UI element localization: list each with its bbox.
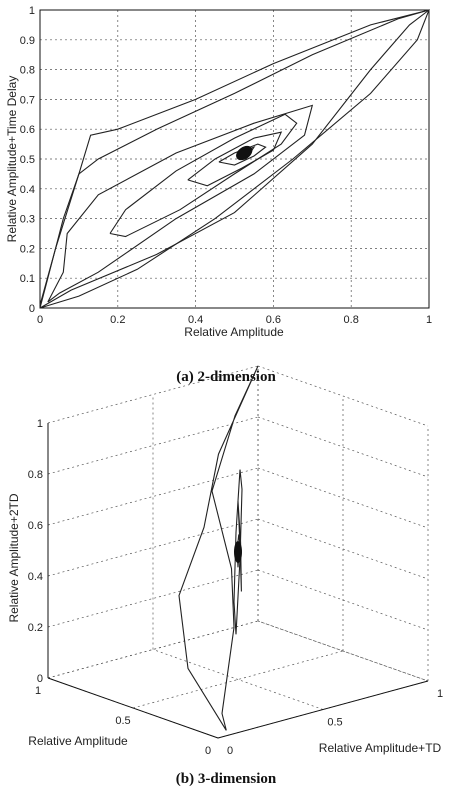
x-tick-label: 0.8: [344, 314, 359, 326]
caption-2d: (a) 2-dimension: [176, 369, 276, 385]
x-tick-label: 0: [205, 745, 211, 757]
x-tick-label: 0: [37, 314, 43, 326]
chart-2d: 0 0.2 0.4 0.6 0.8 1 0 0.1 0.2 0.3 0.4 0.5 0.6 0.7 0.8…: [5, 5, 432, 385]
z-tick-label: 0.8: [28, 469, 43, 481]
gridline-z-left-wall: [47, 518, 259, 577]
gridline-z-left-wall: [47, 569, 259, 628]
gridline-floor-x: [47, 620, 259, 679]
z-tick-label: 0.4: [28, 571, 43, 583]
series-line: [39, 9, 430, 309]
series-2d: [39, 9, 430, 309]
gridline-z-right-wall: [257, 467, 429, 529]
x-axis-label-2d: Relative Amplitude: [184, 325, 284, 339]
x-tick-label: 1: [35, 685, 41, 697]
z-tick-label: 0.2: [28, 622, 43, 634]
z-tick-label: 1: [37, 418, 43, 430]
series-line: [39, 9, 430, 306]
series-line: [218, 143, 267, 166]
gridline-z-left-wall: [47, 467, 259, 526]
series-3d: [178, 365, 259, 731]
attractor-core: [236, 145, 253, 161]
y-ticks-2d: 0 0.1 0.2 0.3 0.4 0.5 0.6 0.7 0.8 0.9 1: [20, 5, 35, 315]
z-axis-label-3d: Relative Amplitude+2TD: [7, 493, 21, 622]
y-tick-label: 0.6: [20, 124, 35, 136]
y-tick-label: 0.8: [20, 65, 35, 77]
series-line: [187, 131, 283, 187]
x-ticks-2d: 0 0.2 0.4 0.6 0.8 1: [37, 314, 432, 326]
y-tick-label: 0.5: [327, 717, 342, 729]
gridline-z-right-wall: [257, 416, 429, 478]
y-tick-label: 1: [29, 5, 35, 17]
series-line: [47, 104, 314, 303]
x-tick-label: 0.4: [188, 314, 203, 326]
y-axis-label-3d: Relative Amplitude+TD: [319, 741, 442, 755]
attractor-core-3d: [234, 541, 242, 563]
y-tick-label: 1: [437, 688, 443, 700]
x-tick-label: 0.6: [266, 314, 281, 326]
axis-y-edge: [217, 680, 429, 739]
axis-x-edge: [47, 677, 219, 739]
series-line: [109, 113, 298, 238]
y-tick-label: 0.5: [20, 154, 35, 166]
z-tick-label: 0.6: [28, 520, 43, 532]
y-tick-label: 0.7: [20, 94, 35, 106]
caption-3d: (b) 3-dimension: [176, 771, 277, 787]
gridline-z-left-wall: [47, 365, 259, 424]
plot-frame-2d: [39, 9, 430, 309]
y-tick-label: 0: [227, 745, 233, 757]
grid-3d: [47, 365, 429, 739]
gridline-z-left-wall: [47, 416, 259, 475]
x-tick-label: 0.5: [115, 715, 130, 727]
y-tick-label: 0: [29, 303, 35, 315]
x-axis-label-3d: Relative Amplitude: [28, 734, 128, 748]
x-tick-label: 0.2: [110, 314, 125, 326]
gridline-floor-x: [132, 650, 344, 709]
x-tick-label: 1: [426, 314, 432, 326]
y-tick-label: 0.9: [20, 35, 35, 47]
y-tick-label: 0.4: [20, 184, 35, 196]
gridline-z-right-wall: [257, 365, 429, 427]
z-tick-label: 0: [37, 673, 43, 685]
y-axis-label-2d: Relative Amplitude+Time Delay: [5, 76, 19, 243]
y-tick-label: 0.3: [20, 214, 35, 226]
y-tick-label: 0.1: [20, 273, 35, 285]
y-tick-label: 0.2: [20, 243, 35, 255]
gridline-floor-y: [257, 620, 429, 682]
gridline-floor-y: [152, 649, 324, 710]
series-line-3d: [178, 365, 259, 731]
